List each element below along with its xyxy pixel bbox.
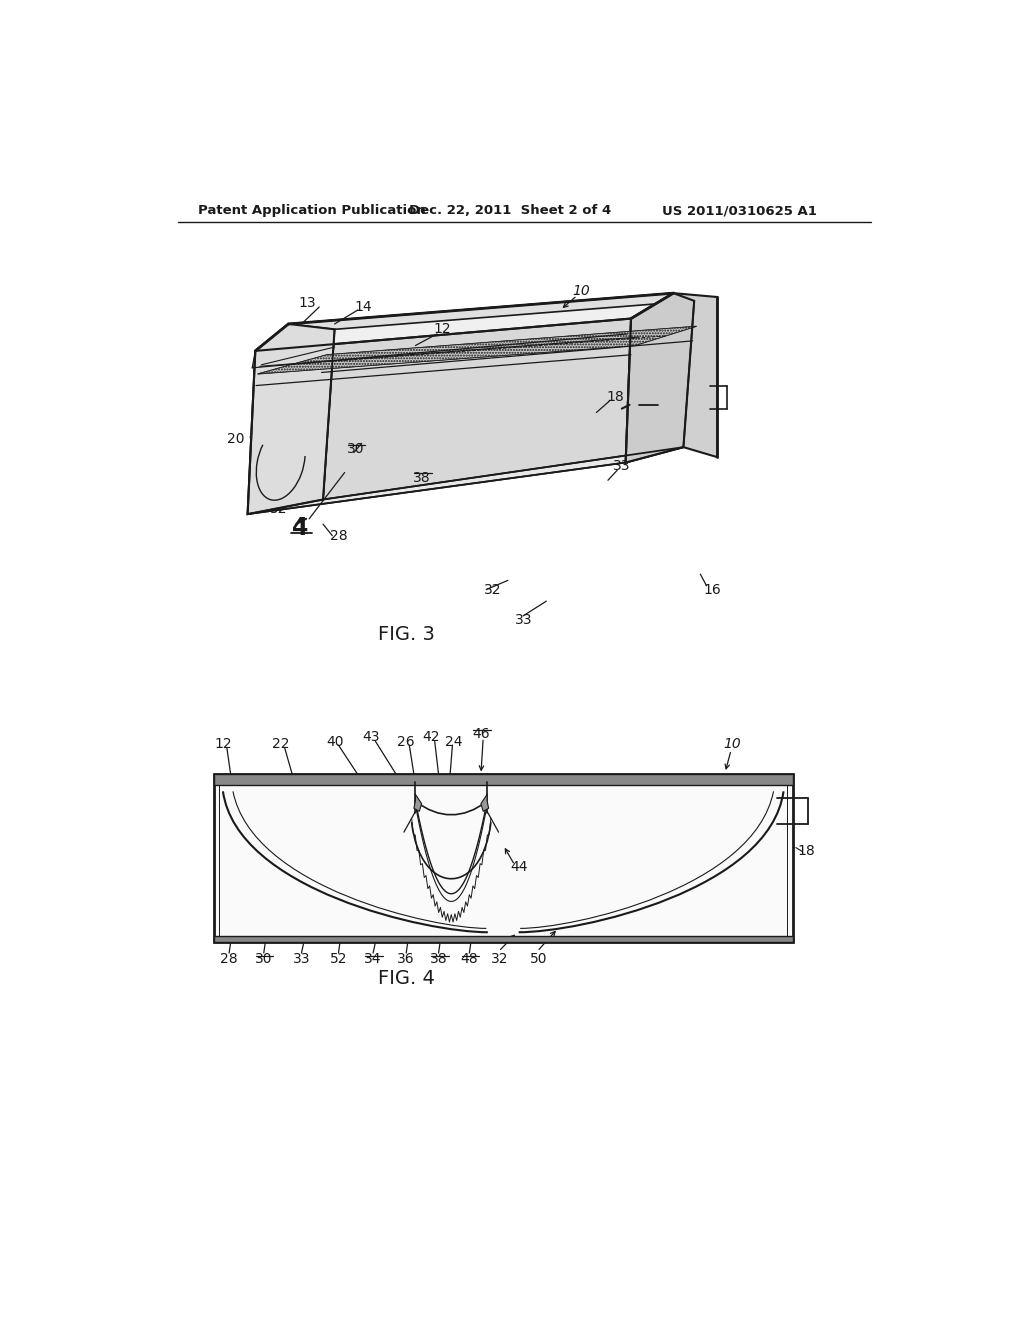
Text: 4: 4 [640, 387, 656, 411]
Text: 32: 32 [483, 582, 501, 597]
Text: 14: 14 [354, 300, 372, 314]
Bar [214, 936, 793, 942]
Polygon shape [626, 293, 694, 462]
Text: 44: 44 [510, 859, 527, 874]
Text: Dec. 22, 2011  Sheet 2 of 4: Dec. 22, 2011 Sheet 2 of 4 [410, 205, 611, 218]
Text: 13: 13 [299, 296, 316, 310]
Text: FIG. 4: FIG. 4 [378, 969, 434, 987]
Text: 20: 20 [227, 433, 245, 446]
Polygon shape [258, 326, 696, 374]
Polygon shape [414, 795, 422, 812]
Bar [214, 775, 793, 785]
Text: 4: 4 [292, 516, 308, 540]
Polygon shape [626, 293, 717, 462]
Text: 12: 12 [214, 737, 231, 751]
Text: 36: 36 [397, 952, 415, 966]
Text: 48: 48 [461, 952, 478, 966]
Polygon shape [323, 301, 694, 499]
Polygon shape [255, 293, 674, 351]
Text: 16: 16 [703, 582, 721, 597]
Text: Patent Application Publication: Patent Application Publication [199, 205, 426, 218]
Text: US 2011/0310625 A1: US 2011/0310625 A1 [662, 205, 817, 218]
Text: 24: 24 [445, 735, 463, 748]
Text: 33: 33 [293, 952, 310, 966]
Text: 33: 33 [613, 459, 631, 474]
Text: 18: 18 [607, 391, 625, 404]
Text: 30: 30 [255, 952, 272, 966]
Polygon shape [289, 293, 694, 330]
Text: 12: 12 [433, 322, 452, 337]
Text: 30: 30 [347, 442, 365, 457]
Text: 52: 52 [330, 952, 347, 966]
Text: 52: 52 [269, 502, 287, 516]
Text: 46: 46 [472, 727, 489, 742]
Text: 10: 10 [572, 284, 590, 298]
Text: 34: 34 [365, 952, 382, 966]
Text: 50: 50 [529, 952, 548, 966]
Text: 22: 22 [272, 737, 290, 751]
Polygon shape [258, 326, 696, 374]
Text: 33: 33 [514, 614, 532, 627]
Polygon shape [481, 795, 488, 812]
Text: 43: 43 [362, 730, 380, 744]
Text: 40: 40 [326, 735, 343, 748]
Text: FIG. 3: FIG. 3 [378, 624, 434, 644]
Text: 28: 28 [220, 952, 238, 966]
Text: 10: 10 [724, 737, 741, 751]
Text: 26: 26 [397, 735, 415, 748]
Bar [214, 775, 793, 942]
Text: 18: 18 [798, 845, 815, 858]
Polygon shape [248, 323, 335, 515]
Text: 38: 38 [413, 471, 430, 484]
Text: 38: 38 [430, 952, 447, 966]
Text: 32: 32 [492, 952, 509, 966]
Text: 42: 42 [422, 730, 439, 744]
Bar [219, 780, 787, 937]
Text: 28: 28 [330, 529, 347, 543]
Polygon shape [248, 318, 631, 515]
